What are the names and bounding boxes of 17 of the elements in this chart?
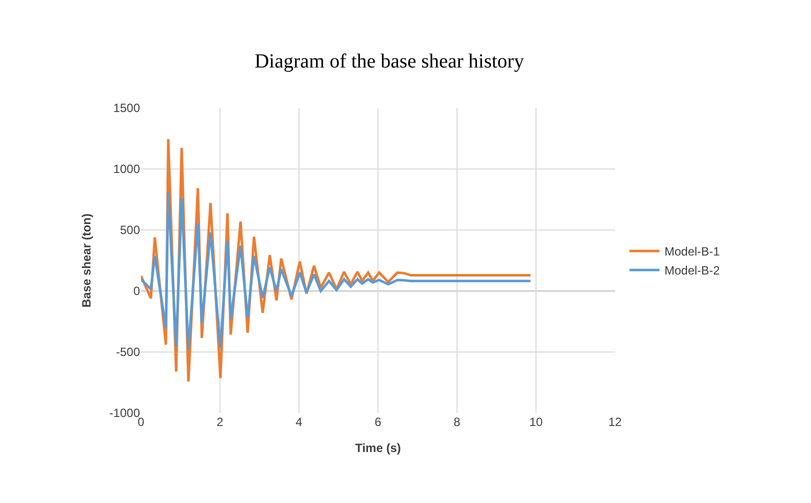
y-tick-label: 1000 (113, 162, 140, 176)
legend-label: Model-B-1 (664, 244, 720, 259)
line-series (141, 190, 532, 351)
y-tick-label: 500 (120, 223, 140, 238)
y-axis-title: Base shear (ton) (80, 213, 94, 308)
y-tick-label: 0 (133, 284, 140, 298)
chart-title: Diagram of the base shear history (254, 50, 524, 72)
y-tick-label: -500 (116, 345, 140, 360)
x-tick-label: 4 (296, 415, 303, 429)
x-tick-label: 10 (529, 415, 543, 429)
x-tick-label: 12 (608, 415, 622, 429)
y-tick-label: 1500 (113, 101, 140, 116)
x-axis-title: Time (s) (355, 440, 401, 455)
legend-label: Model-B-2 (664, 264, 720, 278)
x-tick-label: 2 (216, 415, 224, 429)
x-tick-label: 6 (374, 415, 382, 429)
x-tick-label: 8 (454, 415, 461, 429)
